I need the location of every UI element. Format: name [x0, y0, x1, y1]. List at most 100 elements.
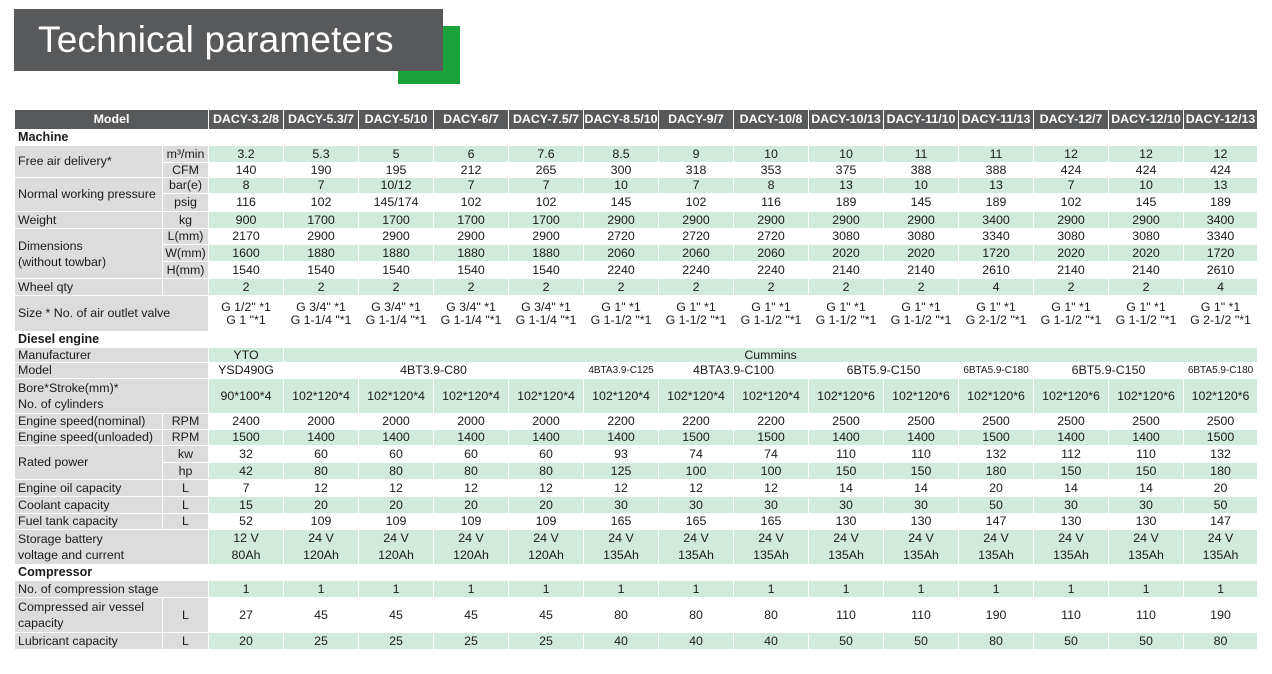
value-cell: 150	[1108, 462, 1185, 480]
outlet-size-line: G 1-1/4 "*1	[440, 312, 502, 327]
value-cell: 50	[1033, 632, 1110, 650]
value-cell: 1400	[1033, 429, 1110, 446]
table-row: Bore*Stroke(mm)* No. of cylinders 90*100*4…	[13, 378, 1259, 414]
value-cell: 20	[283, 496, 360, 514]
value-cell: 2	[733, 278, 810, 296]
value-cell: 116	[733, 193, 810, 212]
value-cell: 12 V 80Ah	[208, 529, 285, 565]
value-cell: 7.6	[508, 145, 585, 163]
value-cell: 2500	[958, 413, 1035, 430]
value-cell: 100	[733, 462, 810, 480]
value-cell: 10	[583, 177, 660, 194]
battery-current: 120Ah	[303, 548, 339, 562]
table-row: Compressed air vessel capacity L 27 45 45 45 4…	[14, 597, 1259, 633]
value-cell: 13	[808, 177, 885, 194]
battery-current: 135Ah	[753, 548, 789, 562]
outlet-size-line: G 1" *1	[901, 299, 941, 314]
value-cell: 7	[658, 177, 735, 194]
value-cell: 2	[1033, 278, 1110, 296]
value-cell: 2900	[433, 228, 510, 245]
table-row: Lubricant capacity L 20 25 25 25 25 40 40 40 50 50 8…	[14, 632, 1259, 650]
value-cell: 30	[1033, 496, 1110, 514]
value-cell: 45	[433, 597, 510, 633]
table-row: Diesel engine	[13, 331, 1259, 348]
value-cell: 10/12	[358, 177, 435, 194]
table-row: Storage battery voltage and current 12 V 80…	[13, 529, 1259, 565]
value-cell: 11	[958, 145, 1035, 163]
voltage-current-label: voltage and current	[18, 548, 125, 562]
value-cell: YTO	[208, 347, 285, 363]
value-cell: 80	[433, 462, 510, 480]
value-cell: 1540	[283, 261, 360, 279]
value-cell: 74	[733, 445, 810, 463]
table-row: Engine speed(unloaded) RPM 1500 1400 1400 140…	[14, 429, 1259, 446]
value-cell: 116	[208, 193, 285, 212]
value-cell: 109	[358, 513, 435, 530]
battery-voltage: 24 V	[683, 531, 709, 545]
value-cell: 1880	[433, 244, 510, 262]
section-heading: Machine	[13, 129, 1259, 146]
outlet-size-line: G 2-1/2 "*1	[1190, 312, 1251, 327]
value-cell: 1500	[958, 429, 1035, 446]
value-cell: 189	[958, 193, 1035, 212]
value-cell: 150	[808, 462, 885, 480]
value-cell: 10	[1108, 177, 1185, 194]
value-cell: 130	[1033, 513, 1110, 530]
value-cell: 102	[433, 193, 510, 212]
value-cell: 24 V 120Ah	[508, 529, 585, 565]
value-cell: G 1" *1 G 1-1/2 "*1	[883, 295, 960, 332]
value-cell: 2	[283, 278, 360, 296]
value-cell: 2020	[808, 244, 885, 262]
row-label: Storage battery voltage and current	[13, 529, 210, 565]
value-cell: 2240	[583, 261, 660, 279]
unit-cell: L	[161, 513, 210, 530]
value-cell: 14	[1033, 479, 1110, 497]
table-row: Free air delivery* m³/min 3.2 5.3 5 6 7.6 8.5 9 1…	[14, 145, 1259, 178]
unit-cell: m³/min	[161, 145, 210, 163]
value-cell: 1	[958, 580, 1035, 598]
unit-cell: CFM	[161, 162, 210, 178]
value-cell: 50	[1108, 632, 1185, 650]
value-cell: 3400	[958, 211, 1035, 229]
value-cell: 2	[883, 278, 960, 296]
table-row: Machine	[13, 129, 1259, 146]
value-cell: 2720	[733, 228, 810, 245]
value-cell: 102*120*4	[508, 378, 585, 414]
value-cell: 2500	[1183, 413, 1259, 430]
value-cell: 1880	[358, 244, 435, 262]
value-cell: 6BTA5.9-C180	[958, 362, 1035, 379]
value-cell: 24 V 120Ah	[433, 529, 510, 565]
row-label: Weight	[14, 211, 163, 229]
value-cell: 1	[1108, 580, 1185, 598]
outlet-size-line: G 1/2" *1	[221, 299, 271, 314]
value-cell: 24 V 135Ah	[808, 529, 885, 565]
value-cell: 27	[208, 597, 285, 633]
table-row: H(mm) 1540 1540 1540 1540 1540 2240 2240 2240 214…	[15, 261, 1259, 279]
value-cell: 5	[358, 145, 435, 163]
value-cell: 1	[883, 580, 960, 598]
table-row: psig 116 102 145/174 102 102 145 102 116 189 145 18…	[15, 193, 1259, 212]
value-cell: 1720	[958, 244, 1035, 262]
value-cell: 3340	[1183, 228, 1259, 245]
outlet-size-line: G 1-1/2 "*1	[740, 312, 802, 327]
value-cell: 10	[808, 145, 885, 163]
dimensions-label: Dimensions	[18, 238, 83, 253]
value-cell: 2000	[508, 413, 585, 430]
value-cell: 1540	[508, 261, 585, 279]
row-label: Size * No. of air outlet valve	[13, 295, 210, 332]
value-cell: 265	[508, 162, 585, 178]
unit-cell: W(mm)	[161, 244, 210, 262]
value-cell: 2000	[283, 413, 360, 430]
value-cell: G 1/2" *1 G 1 "*1	[208, 295, 285, 332]
row-label: Dimensions (without towbar)	[14, 228, 163, 279]
value-cell: 3080	[883, 228, 960, 245]
value-cell: 80	[508, 462, 585, 480]
value-cell: 7	[433, 177, 510, 194]
value-cell: 2020	[1033, 244, 1110, 262]
value-cell: 8	[733, 177, 810, 194]
value-cell: G 1" *1 G 2-1/2 "*1	[1183, 295, 1259, 332]
value-cell: G 3/4" *1 G 1-1/4 "*1	[433, 295, 510, 332]
value-cell: 2610	[958, 261, 1035, 279]
value-cell: 300	[583, 162, 660, 178]
value-cell: 10	[733, 145, 810, 163]
